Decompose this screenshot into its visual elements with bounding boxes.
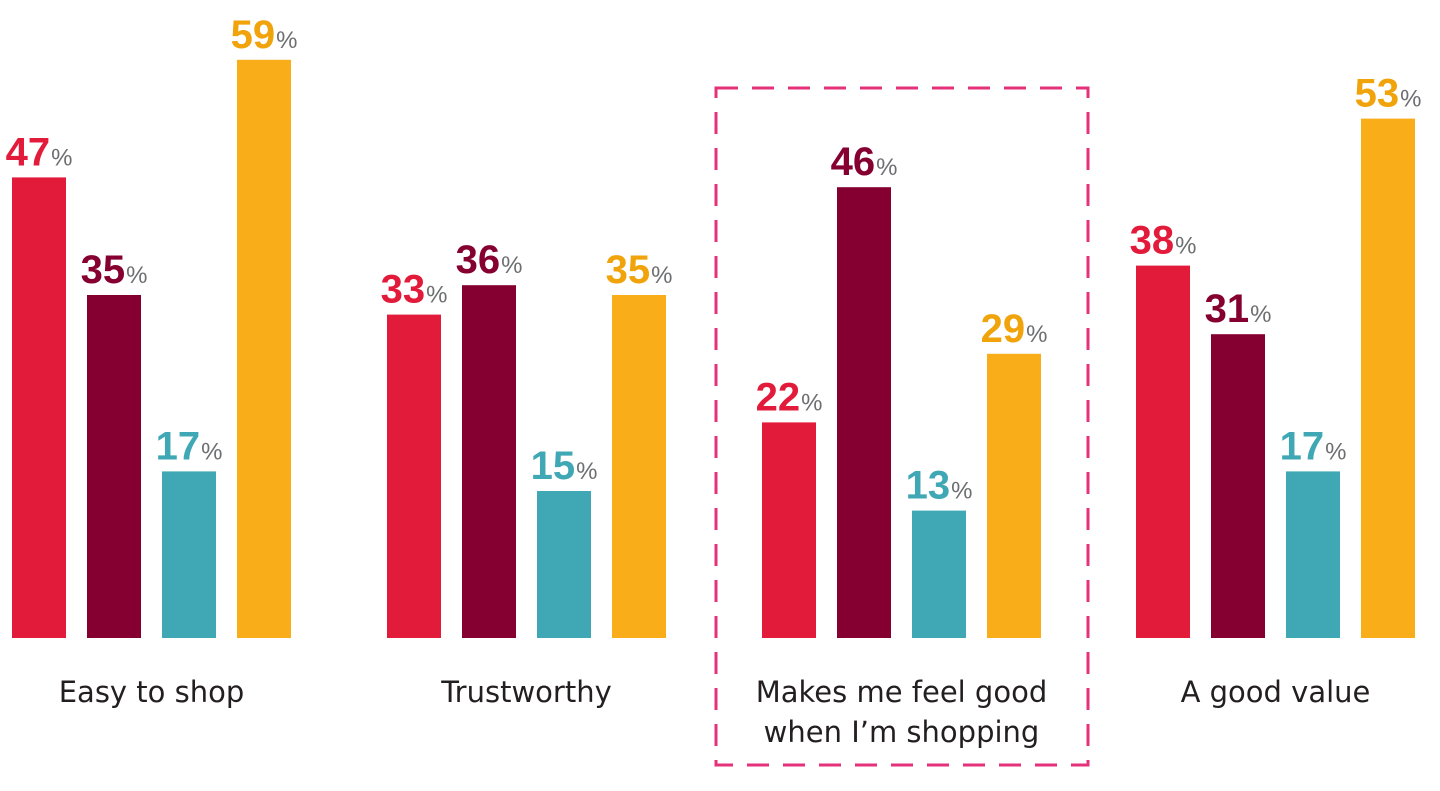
value-number: 17 <box>1280 424 1325 468</box>
value-number: 47 <box>6 130 51 174</box>
value-number: 35 <box>81 248 126 292</box>
bar <box>837 187 891 638</box>
bar <box>87 295 141 638</box>
value-number: 15 <box>531 444 576 488</box>
percent-sign: % <box>126 262 147 289</box>
category-label-line: Trustworthy <box>440 675 612 709</box>
percent-sign: % <box>1250 301 1271 328</box>
bar <box>912 510 966 638</box>
bar-group: 22%46%13%29% <box>756 140 1048 638</box>
value-label: 17% <box>1280 424 1347 468</box>
value-label: 59% <box>231 13 298 57</box>
bar <box>762 422 816 638</box>
category-label-line: when I’m shopping <box>764 715 1040 749</box>
bar <box>1136 265 1190 638</box>
value-number: 36 <box>456 238 501 282</box>
value-number: 59 <box>231 13 276 57</box>
value-label: 15% <box>531 444 598 488</box>
percent-sign: % <box>1325 438 1346 465</box>
bar-group: 47%35%17%59% <box>6 13 298 639</box>
percent-sign: % <box>426 282 447 309</box>
percent-sign: % <box>876 154 897 181</box>
value-number: 46 <box>831 140 876 184</box>
value-number: 33 <box>381 268 426 312</box>
value-number: 38 <box>1130 219 1175 263</box>
category-label-line: Easy to shop <box>59 675 245 709</box>
value-number: 17 <box>156 424 201 468</box>
value-label: 46% <box>831 140 898 184</box>
value-label: 35% <box>606 248 673 292</box>
percent-sign: % <box>576 458 597 485</box>
value-label: 22% <box>756 375 823 419</box>
percent-sign: % <box>276 27 297 54</box>
value-number: 35 <box>606 248 651 292</box>
category-label-line: A good value <box>1181 675 1371 709</box>
value-label: 38% <box>1130 219 1197 263</box>
value-label: 53% <box>1355 72 1422 116</box>
percent-sign: % <box>1026 321 1047 348</box>
bar <box>237 59 291 639</box>
value-number: 29 <box>981 307 1026 351</box>
value-number: 22 <box>756 375 801 419</box>
bar <box>987 353 1041 638</box>
value-number: 53 <box>1355 72 1400 116</box>
bar <box>1211 334 1265 638</box>
bar <box>162 471 216 638</box>
bar <box>387 314 441 638</box>
percent-sign: % <box>1400 86 1421 113</box>
bar-group: 33%36%15%35% <box>381 238 673 638</box>
category-label: Easy to shop <box>59 675 245 709</box>
value-label: 33% <box>381 268 448 312</box>
value-number: 31 <box>1205 287 1250 331</box>
value-label: 17% <box>156 424 223 468</box>
bar <box>462 285 516 638</box>
percent-sign: % <box>801 389 822 416</box>
value-label: 47% <box>6 130 73 174</box>
percent-sign: % <box>951 478 972 505</box>
value-number: 13 <box>906 464 951 508</box>
percent-sign: % <box>501 252 522 279</box>
percent-sign: % <box>201 438 222 465</box>
highlight-box <box>714 86 1090 767</box>
bar <box>612 295 666 638</box>
category-label: Makes me feel good when I’m shopping <box>756 675 1048 749</box>
percent-sign: % <box>51 144 72 171</box>
category-label: Trustworthy <box>440 675 612 709</box>
category-label-line: Makes me feel good <box>756 675 1048 709</box>
bar <box>1286 471 1340 638</box>
percent-sign: % <box>1175 233 1196 260</box>
percent-sign: % <box>651 262 672 289</box>
value-label: 29% <box>981 307 1048 351</box>
value-label: 36% <box>456 238 523 282</box>
bar-group: 38%31%17%53% <box>1130 72 1422 639</box>
value-label: 31% <box>1205 287 1272 331</box>
bar <box>1361 118 1415 639</box>
value-label: 35% <box>81 248 148 292</box>
bar <box>537 491 591 638</box>
value-label: 13% <box>906 464 973 508</box>
bar <box>12 177 66 638</box>
category-label: A good value <box>1181 675 1371 709</box>
